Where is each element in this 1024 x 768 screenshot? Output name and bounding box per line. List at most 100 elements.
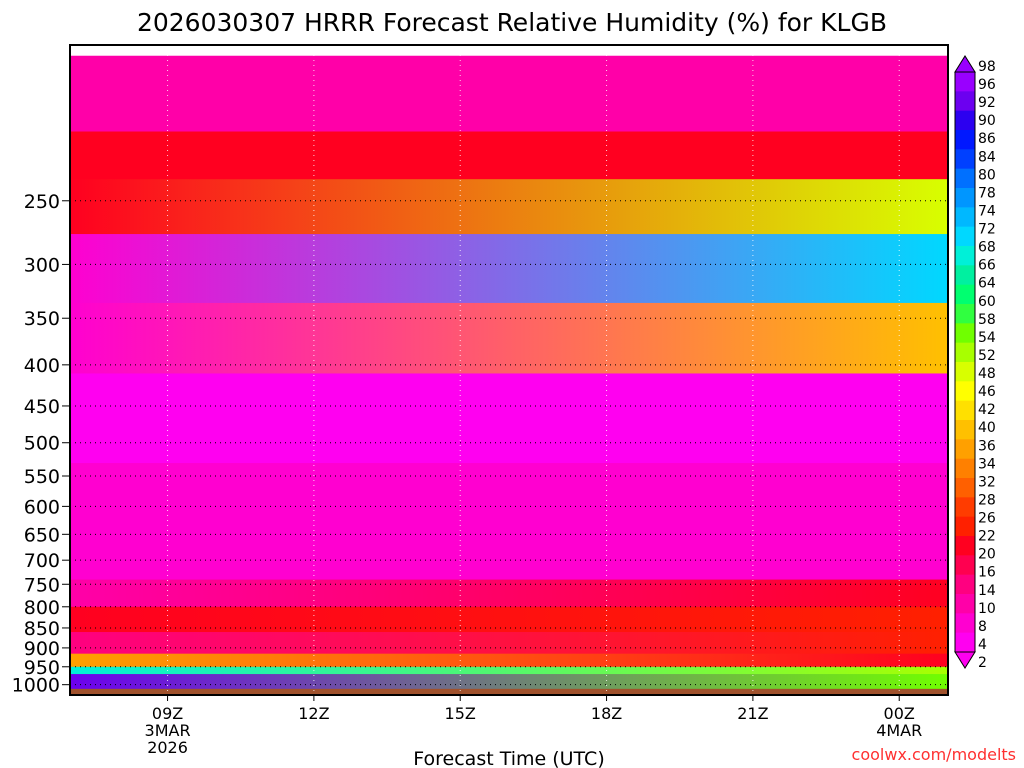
rh-layer [70, 606, 948, 634]
rh-layer [70, 666, 948, 676]
y-axis: 2503003504004505005506006507007508008509… [12, 191, 70, 697]
y-tick-label: 500 [24, 433, 60, 455]
colorbar-swatch [955, 362, 975, 382]
colorbar-label: 54 [978, 330, 996, 346]
y-tick-label: 350 [24, 308, 60, 330]
x-tick-label: 18Z [591, 704, 622, 723]
colorbar-label: 36 [978, 438, 996, 454]
colorbar-swatch [955, 246, 975, 266]
colorbar-label: 26 [978, 511, 996, 527]
x-axis-label: Forecast Time (UTC) [413, 748, 604, 768]
chart-title: 2026030307 HRRR Forecast Relative Humidi… [137, 8, 887, 37]
y-tick-label: 800 [24, 597, 60, 619]
colorbar-swatch [955, 574, 975, 595]
colorbar-swatch [955, 304, 975, 324]
colorbar-swatch [955, 594, 975, 614]
rh-layer [70, 579, 948, 608]
colorbar-swatch [955, 439, 975, 460]
colorbar-swatch [955, 478, 975, 498]
y-tick-label: 850 [24, 618, 60, 640]
rh-layer [70, 632, 948, 655]
rh-layer [70, 373, 948, 465]
x-tick-label: 15Z [445, 704, 476, 723]
colorbar-label: 68 [978, 240, 996, 256]
colorbar-label: 4 [978, 637, 987, 653]
colorbar-label: 42 [978, 402, 996, 418]
colorbar-swatch [955, 516, 975, 537]
colorbar-label: 92 [978, 95, 996, 111]
colorbar-label: 74 [978, 203, 996, 219]
y-tick-label: 400 [24, 355, 60, 377]
ground-band [70, 688, 948, 695]
colorbar-label: 52 [978, 348, 996, 364]
colorbar-top-arrow [954, 55, 976, 73]
y-tick-label: 600 [24, 496, 60, 518]
colorbar-bottom-arrow [954, 651, 976, 669]
colorbar: 9896929086848078747268666460585452484642… [954, 55, 996, 671]
x-tick-label: 21Z [737, 704, 768, 723]
credit-text: coolwx.com/modelts [852, 745, 1016, 764]
x-tick-label: 4MAR [876, 721, 922, 740]
colorbar-swatch [955, 265, 975, 286]
colorbar-swatch [955, 613, 975, 634]
colorbar-swatch [955, 342, 975, 363]
colorbar-swatch [955, 72, 975, 92]
rh-layer [70, 674, 948, 690]
colorbar-label: 46 [978, 384, 996, 400]
rh-layer [70, 302, 948, 375]
rh-layer [70, 463, 948, 581]
y-tick-label: 450 [24, 396, 60, 418]
colorbar-label: 48 [978, 366, 996, 382]
rh-layer [70, 653, 948, 668]
colorbar-label: 58 [978, 312, 996, 328]
y-tick-label: 950 [24, 657, 60, 679]
colorbar-frame [954, 71, 976, 653]
colorbar-label: 32 [978, 474, 996, 490]
colorbar-label: 40 [978, 420, 996, 436]
colorbar-swatch [955, 110, 975, 131]
colorbar-swatch [955, 130, 975, 150]
colorbar-label: 84 [978, 149, 996, 165]
y-tick-label: 900 [24, 638, 60, 660]
colorbar-label: 90 [978, 113, 996, 129]
colorbar-swatch [955, 91, 975, 112]
colorbar-label: 14 [978, 583, 996, 599]
colorbar-swatch [955, 207, 975, 228]
y-tick-label: 300 [24, 254, 60, 276]
rh-layer [70, 234, 948, 304]
y-tick-label: 750 [24, 574, 60, 596]
humidity-field [70, 55, 948, 695]
colorbar-label: 28 [978, 492, 996, 508]
colorbar-label: 20 [978, 547, 996, 563]
y-tick-label: 700 [24, 550, 60, 572]
rh-layer [70, 131, 948, 181]
colorbar-label: 96 [978, 77, 996, 93]
colorbar-label: 10 [978, 601, 996, 617]
colorbar-label: 34 [978, 456, 996, 472]
colorbar-swatch [955, 458, 975, 479]
colorbar-swatch [955, 497, 975, 518]
colorbar-label: 66 [978, 258, 996, 274]
plot-frame [69, 44, 949, 696]
colorbar-swatch [955, 284, 975, 305]
colorbar-label: 60 [978, 294, 996, 310]
x-tick-label: 09Z [152, 704, 183, 723]
colorbar-swatch [955, 381, 975, 402]
colorbar-label: 22 [978, 529, 996, 545]
colorbar-label: 98 [978, 59, 996, 75]
x-tick-label: 3MAR [145, 721, 191, 740]
colorbar-label: 78 [978, 185, 996, 201]
y-tick-label: 250 [24, 191, 60, 213]
colorbar-swatch [955, 536, 975, 556]
rh-layer [70, 179, 948, 236]
colorbar-swatch [955, 420, 975, 440]
colorbar-swatch [955, 632, 975, 653]
colorbar-swatch [955, 188, 975, 208]
colorbar-swatch [955, 168, 975, 189]
x-tick-label: 2026 [147, 738, 188, 757]
colorbar-label: 2 [978, 655, 987, 671]
y-tick-label: 550 [24, 466, 60, 488]
rh-layer [70, 55, 948, 133]
